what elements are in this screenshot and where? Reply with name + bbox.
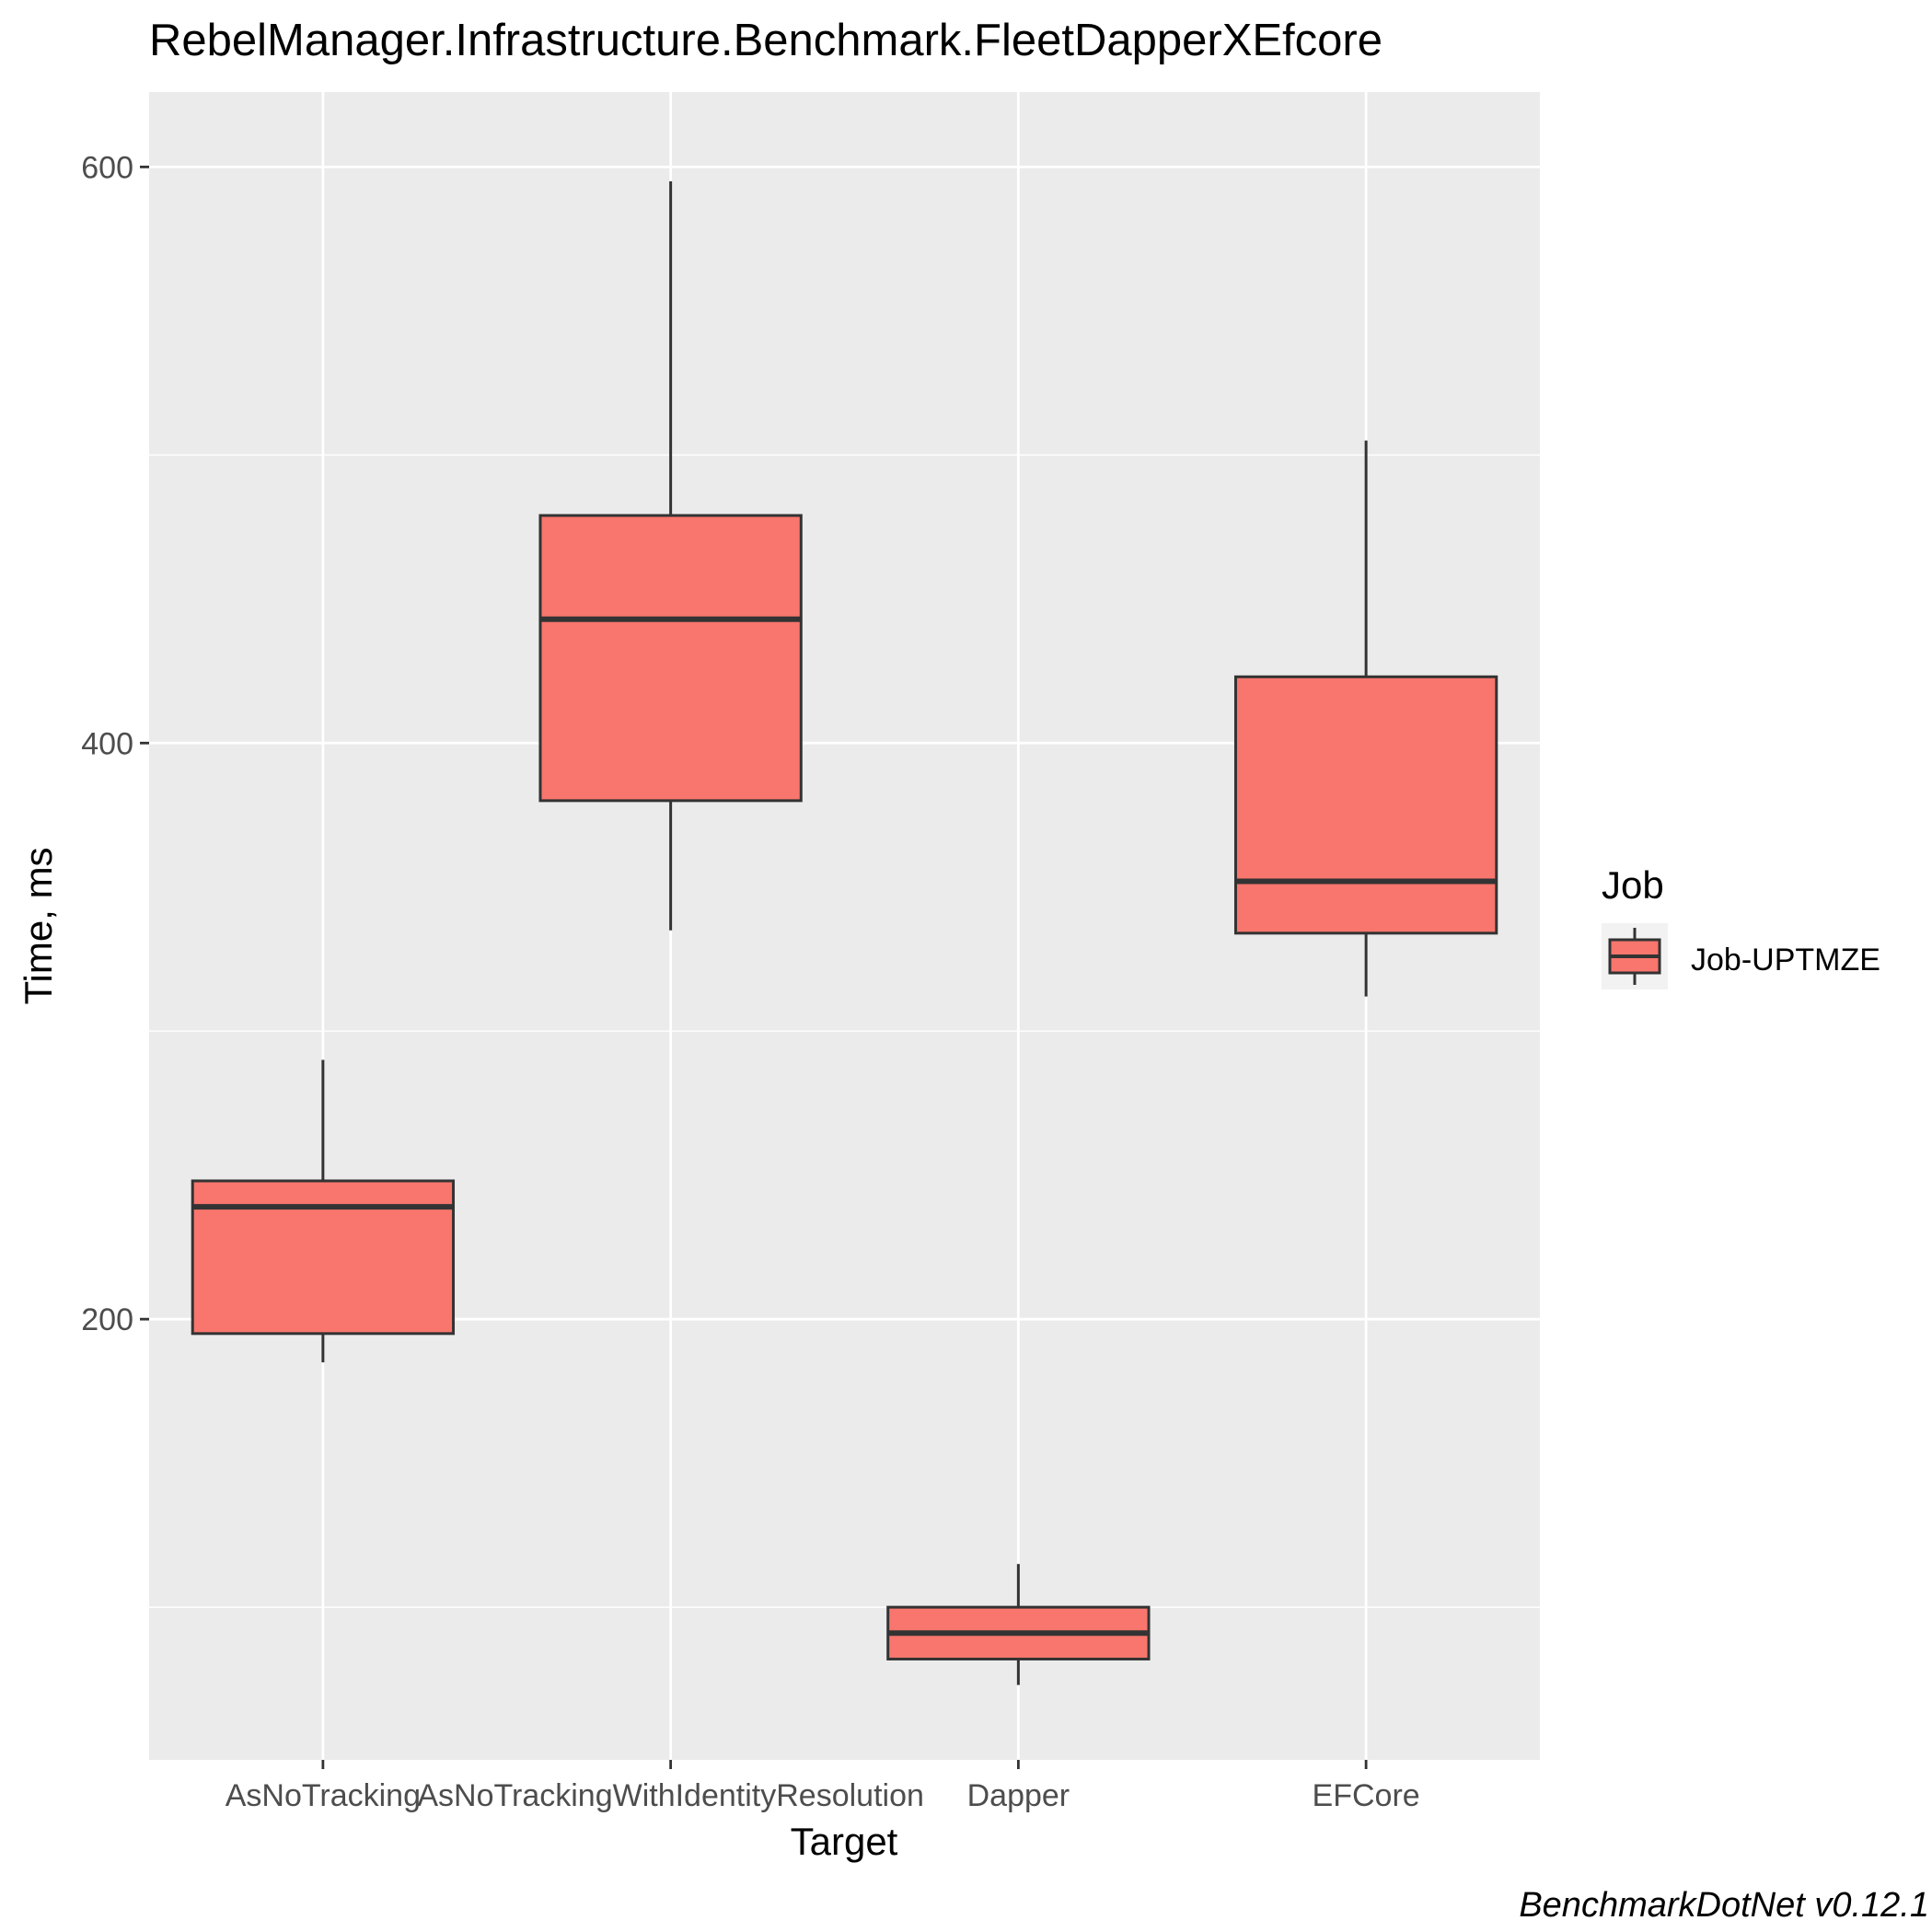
x-axis-title: Target [791,1820,898,1863]
y-tick-label: 400 [81,726,133,761]
box-body [191,1179,456,1336]
legend-label: Job-UPTMZE [1691,943,1880,978]
x-axis: AsNoTrackingAsNoTrackingWithIdentityReso… [226,1760,1420,1813]
y-tick-label: 600 [81,150,133,185]
box-asnotracking [191,1059,456,1363]
x-tick-label: AsNoTrackingWithIdentityResolution [417,1778,924,1813]
legend-key [1602,923,1668,989]
box-body [1233,675,1498,935]
x-tick-label: AsNoTracking [226,1778,421,1813]
box-series [191,181,1498,1685]
y-tick-label: 200 [81,1302,133,1337]
y-axis: 200 400 600 [81,150,149,1337]
box-body [538,514,803,803]
legend-title: Job [1602,863,1664,907]
x-tick-label: Dapper [967,1778,1070,1813]
y-axis-title: Time, ms [17,847,60,1004]
minor-gridlines [149,454,1540,1608]
chart-title: RebelManager.Infrastructure.Benchmark.Fl… [149,16,1382,65]
legend: Job Job-UPTMZE [1602,863,1880,989]
x-tick-label: EFCore [1313,1778,1420,1813]
box-asnotrackingwithidentityresolution [538,181,803,931]
caption: BenchmarkDotNet v0.12.1 [1519,1886,1929,1925]
box-efcore [1233,440,1498,997]
box-dapper [886,1564,1151,1685]
